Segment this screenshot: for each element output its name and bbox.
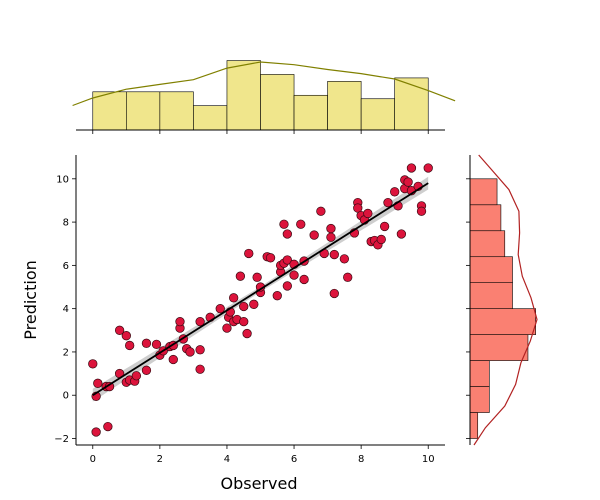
- scatter-point: [229, 293, 239, 303]
- scatter-point: [195, 316, 205, 327]
- scatter-point: [195, 364, 205, 374]
- scatter-point: [185, 347, 195, 357]
- scatter-point: [88, 359, 98, 369]
- scatter-point: [215, 304, 225, 314]
- scatter-point: [141, 338, 152, 348]
- scatter-point: [265, 253, 276, 263]
- right-hist-bar: [469, 386, 490, 413]
- scatter-point: [289, 270, 299, 280]
- top-kde-curve: [72, 61, 456, 107]
- scatter-point: [403, 177, 413, 187]
- y-tick-label: 4: [63, 304, 69, 315]
- top-hist-bar: [293, 94, 328, 131]
- scatter-point: [279, 219, 289, 229]
- scatter-point: [114, 325, 125, 335]
- right-hist-bar: [469, 360, 490, 387]
- scatter-point: [91, 427, 101, 437]
- scatter-point: [416, 206, 427, 216]
- scatter-point: [316, 206, 326, 216]
- scatter-point: [299, 274, 309, 285]
- scatter-point: [396, 229, 407, 239]
- right-hist-bar: [469, 204, 502, 232]
- right-hist-bar: [469, 334, 529, 361]
- scatter-point: [242, 328, 252, 339]
- scatter-point: [282, 281, 292, 291]
- scatter-point: [239, 301, 249, 312]
- scatter-point: [249, 299, 259, 309]
- x-tick-label: 4: [224, 454, 230, 465]
- right-hist-bar: [469, 308, 536, 335]
- scatter-point: [383, 197, 393, 208]
- top-hist-bar: [327, 81, 362, 131]
- right-hist-bar: [469, 178, 498, 206]
- right-hist-bar: [469, 412, 479, 439]
- scatter-point: [121, 331, 131, 341]
- top-hist-bar: [394, 77, 429, 131]
- scatter-point: [125, 340, 135, 351]
- scatter-point: [195, 345, 205, 355]
- main-scatter-axes: 0 2 4 6 8 10 −2 0 2 4 6 8 10: [54, 155, 445, 465]
- scatter-point: [339, 254, 350, 264]
- scatter-point: [390, 187, 400, 197]
- scatter-point: [326, 223, 336, 234]
- top-marginal-histogram: [72, 60, 456, 134]
- scatter-point: [282, 255, 292, 265]
- x-tick-label: 2: [157, 454, 163, 465]
- top-hist-bar: [126, 91, 161, 131]
- top-hist-bar: [92, 91, 127, 131]
- scatter-point: [272, 291, 282, 301]
- scatter-point: [141, 365, 152, 375]
- y-tick-label: 2: [63, 347, 69, 358]
- scatter-point: [309, 230, 319, 240]
- scatter-point: [343, 272, 353, 282]
- scatter-point: [239, 316, 249, 327]
- scatter-point: [151, 339, 162, 350]
- y-tick-label: 8: [63, 218, 69, 229]
- right-hist-bar: [469, 282, 513, 309]
- scatter-point: [329, 288, 339, 299]
- x-tick-label: 6: [291, 454, 297, 465]
- scatter-point: [376, 234, 386, 245]
- right-hist-bar: [469, 256, 513, 283]
- scatter-point: [296, 219, 306, 229]
- scatter-point: [168, 354, 178, 365]
- x-tick-label: 8: [358, 454, 364, 465]
- y-axis-title: Prediction: [21, 260, 40, 339]
- top-hist-bar: [193, 105, 228, 131]
- scatter-point: [379, 221, 390, 232]
- scatter-point: [222, 323, 232, 333]
- x-tick-label: 0: [90, 454, 96, 465]
- regression-line: [92, 182, 429, 396]
- scatter-point: [353, 203, 363, 213]
- top-hist-bar: [159, 91, 194, 131]
- scatter-point: [252, 272, 262, 282]
- scatter-point: [329, 249, 339, 260]
- top-hist-bar: [260, 74, 295, 131]
- x-tick-label: 10: [422, 454, 435, 465]
- x-axis-title: Observed: [221, 474, 298, 493]
- top-hist-bar: [360, 98, 395, 131]
- scatter-point: [363, 208, 373, 219]
- scatter-point: [423, 163, 433, 173]
- scatter-point: [175, 316, 185, 327]
- right-marginal-histogram: [466, 154, 538, 446]
- scatter-point: [103, 421, 113, 432]
- scatter-point: [282, 229, 292, 239]
- scatter-point: [406, 163, 417, 173]
- scatter-point: [93, 378, 103, 388]
- right-kde-curve: [473, 154, 538, 446]
- y-tick-label: 6: [63, 261, 69, 272]
- scatter-point: [235, 271, 246, 281]
- scatter-point: [326, 232, 336, 242]
- scatter-point: [244, 248, 254, 259]
- y-tick-label: 0: [63, 391, 69, 402]
- y-tick-label: 10: [56, 174, 69, 185]
- y-tick-label: −2: [54, 434, 69, 445]
- top-hist-bar: [226, 60, 261, 131]
- scatter-point: [131, 371, 142, 381]
- right-hist-bar: [469, 230, 506, 258]
